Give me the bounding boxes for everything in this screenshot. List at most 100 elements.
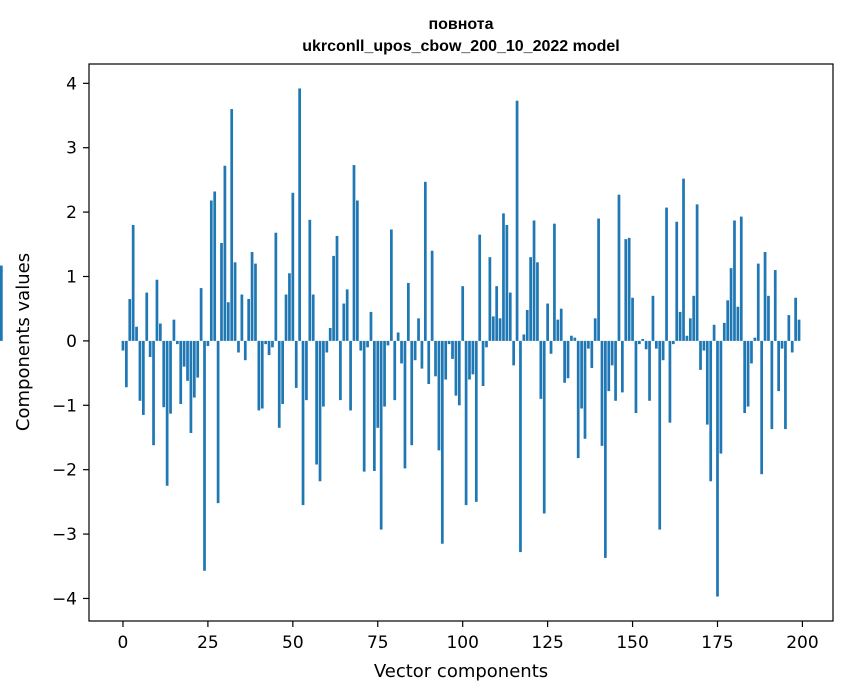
bar	[607, 340, 611, 392]
bar	[349, 340, 352, 411]
bar	[294, 340, 298, 388]
bar	[328, 328, 332, 341]
bar	[220, 243, 223, 341]
bar	[230, 109, 234, 341]
bar	[546, 303, 549, 341]
bar	[699, 340, 702, 370]
bar	[182, 340, 186, 367]
bar	[189, 340, 193, 433]
bar	[352, 165, 356, 341]
bar	[746, 340, 750, 407]
x-tick-label: 150	[616, 633, 648, 653]
bar	[468, 340, 471, 380]
bar	[240, 294, 244, 341]
bar	[406, 282, 410, 341]
bar	[671, 340, 675, 345]
bar	[437, 340, 441, 451]
bar	[682, 178, 685, 341]
bar	[739, 216, 743, 341]
bar	[148, 340, 152, 357]
bar	[641, 338, 645, 341]
bar	[583, 340, 587, 439]
bar	[529, 257, 532, 341]
bar	[423, 181, 427, 341]
bar	[685, 335, 689, 341]
bar	[0, 265, 3, 341]
bar	[614, 340, 617, 401]
bar	[651, 295, 655, 341]
bar	[556, 319, 560, 341]
bar	[678, 311, 682, 341]
bar	[403, 340, 407, 469]
bar	[726, 300, 730, 341]
bar	[376, 340, 380, 428]
bar	[345, 289, 349, 341]
bar	[318, 340, 322, 482]
bar	[196, 340, 200, 378]
bar	[549, 340, 553, 354]
bar	[464, 340, 468, 506]
plot-frame	[88, 63, 834, 622]
y-tick-label: 2	[66, 203, 77, 223]
bar	[590, 340, 594, 368]
bar	[563, 340, 566, 383]
bar	[719, 340, 723, 454]
y-tick-label: 0	[66, 332, 77, 352]
bar	[169, 340, 172, 414]
bar	[790, 340, 794, 353]
bar	[777, 340, 780, 392]
bar	[359, 340, 363, 351]
y-axis-ticks: −4 −3 −2 −1 0 1 2 3 4	[52, 74, 89, 609]
bar	[413, 340, 417, 361]
bar	[121, 340, 125, 351]
y-tick-label: 4	[66, 74, 77, 94]
bar	[743, 340, 747, 414]
bar	[654, 340, 658, 349]
bar	[427, 340, 431, 385]
bar	[780, 340, 784, 349]
bar	[440, 340, 444, 544]
bar	[172, 319, 176, 341]
bar	[600, 340, 604, 446]
bar	[342, 303, 346, 341]
bar	[688, 318, 692, 341]
bar	[481, 340, 485, 386]
bar	[474, 340, 478, 502]
bar	[444, 340, 448, 380]
bar	[128, 299, 132, 341]
bar	[580, 340, 583, 409]
bar	[621, 340, 624, 393]
bar	[152, 340, 155, 446]
bar	[593, 318, 597, 341]
bar	[213, 191, 217, 341]
bar	[383, 340, 386, 407]
bar	[736, 306, 740, 341]
bar	[288, 273, 291, 341]
bar	[559, 308, 563, 341]
y-axis-label: Components values	[13, 253, 34, 431]
bar	[393, 340, 397, 401]
bar	[192, 340, 196, 398]
bar	[539, 340, 543, 399]
bar	[301, 340, 305, 506]
bar	[366, 340, 369, 348]
bar	[396, 332, 400, 341]
bar	[471, 340, 475, 375]
y-tick-label: −1	[52, 396, 77, 416]
bar	[325, 340, 329, 353]
bar	[216, 340, 220, 504]
x-tick-label: 175	[701, 633, 733, 653]
chart-title-group: повнота ukrconll_upos_cbow_200_10_2022 m…	[302, 16, 619, 55]
bar	[587, 340, 590, 349]
bar	[644, 340, 648, 350]
bar	[491, 316, 495, 341]
bar	[532, 220, 536, 341]
bar	[277, 340, 281, 428]
bar	[158, 323, 162, 341]
bar	[356, 200, 359, 341]
bar	[243, 340, 247, 361]
bar	[604, 340, 607, 558]
bar	[179, 340, 183, 404]
bar	[553, 223, 556, 341]
bar	[199, 288, 203, 341]
